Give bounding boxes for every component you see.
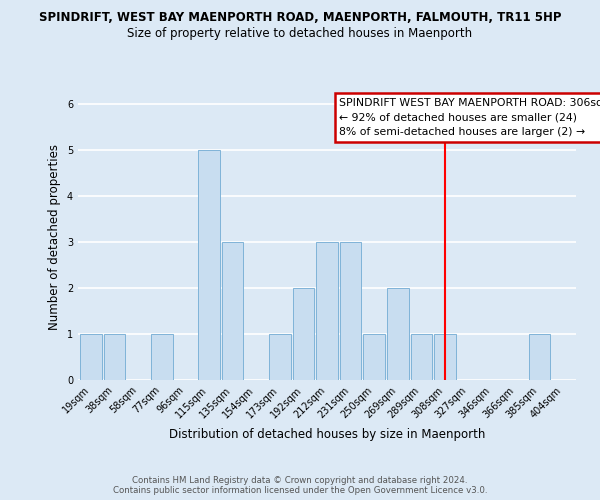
Bar [364,334,385,380]
Text: Contains HM Land Registry data © Crown copyright and database right 2024.: Contains HM Land Registry data © Crown c… [132,476,468,485]
Text: SPINDRIFT, WEST BAY MAENPORTH ROAD, MAENPORTH, FALMOUTH, TR11 5HP: SPINDRIFT, WEST BAY MAENPORTH ROAD, MAEN… [39,11,561,24]
Bar [434,334,456,380]
Bar [222,242,244,380]
Bar [269,334,290,380]
Bar [316,242,338,380]
Bar [529,334,550,380]
Text: SPINDRIFT WEST BAY MAENPORTH ROAD: 306sqm
← 92% of detached houses are smaller (: SPINDRIFT WEST BAY MAENPORTH ROAD: 306sq… [340,98,600,136]
Text: Size of property relative to detached houses in Maenporth: Size of property relative to detached ho… [127,28,473,40]
Bar [151,334,173,380]
Bar [293,288,314,380]
Y-axis label: Number of detached properties: Number of detached properties [49,144,61,330]
Bar [340,242,361,380]
X-axis label: Distribution of detached houses by size in Maenporth: Distribution of detached houses by size … [169,428,485,441]
Bar [410,334,432,380]
Bar [80,334,102,380]
Bar [198,150,220,380]
Bar [104,334,125,380]
Text: Contains public sector information licensed under the Open Government Licence v3: Contains public sector information licen… [113,486,487,495]
Bar [387,288,409,380]
